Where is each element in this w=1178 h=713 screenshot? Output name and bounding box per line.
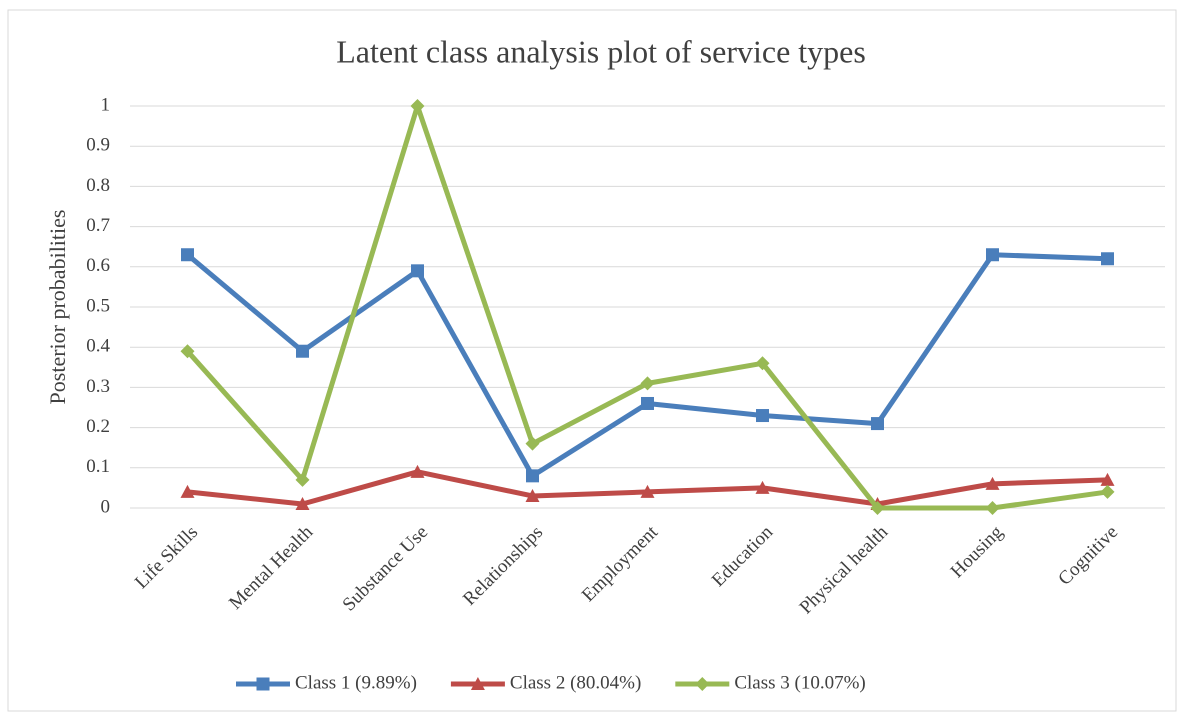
legend-label: Class 2 (80.04%) (510, 672, 641, 693)
point-marker (180, 484, 195, 498)
point-marker (755, 480, 770, 494)
point-marker (526, 469, 539, 483)
chart-title: Latent class analysis plot of service ty… (336, 33, 866, 69)
point-marker (410, 464, 425, 478)
point-marker (871, 417, 884, 431)
point-marker (180, 344, 195, 359)
point-marker (640, 484, 655, 498)
y-tick-label: 0.8 (86, 175, 110, 196)
y-tick-label: 0.4 (86, 336, 110, 357)
y-tick-label: 1 (101, 94, 111, 115)
y-tick-label: 0 (101, 496, 111, 517)
point-marker (525, 436, 540, 451)
y-tick-label: 0.9 (86, 135, 110, 156)
y-tick-label: 0.1 (86, 456, 110, 477)
legend-label: Class 1 (9.89%) (295, 672, 417, 693)
legend-label: Class 3 (10.07%) (734, 672, 865, 693)
y-tick-label: 0.5 (86, 295, 110, 316)
point-marker (410, 99, 425, 113)
point-marker (985, 501, 1000, 515)
y-tick-label: 0.3 (86, 376, 110, 397)
point-marker (295, 496, 310, 510)
chart-frame (7, 9, 1177, 712)
point-marker (411, 264, 424, 278)
point-marker (1100, 484, 1115, 499)
y-tick-label: 0.7 (86, 215, 110, 236)
legend-marker (470, 677, 485, 690)
point-marker (1101, 252, 1114, 266)
point-marker (295, 472, 310, 487)
point-marker (756, 409, 769, 423)
point-marker (985, 476, 1000, 490)
y-tick-label: 0.6 (86, 255, 110, 276)
point-marker (640, 376, 655, 391)
point-marker (525, 488, 540, 502)
legend-marker (256, 677, 270, 691)
point-marker (986, 248, 999, 262)
y-axis-label: Posterior probabilities (45, 210, 70, 405)
point-marker (1100, 472, 1115, 486)
point-marker (296, 344, 309, 358)
point-marker (755, 356, 770, 371)
y-tick-label: 0.2 (86, 416, 110, 437)
point-marker (181, 248, 194, 262)
point-marker (870, 501, 885, 515)
point-marker (641, 396, 654, 410)
legend-marker (695, 677, 710, 691)
